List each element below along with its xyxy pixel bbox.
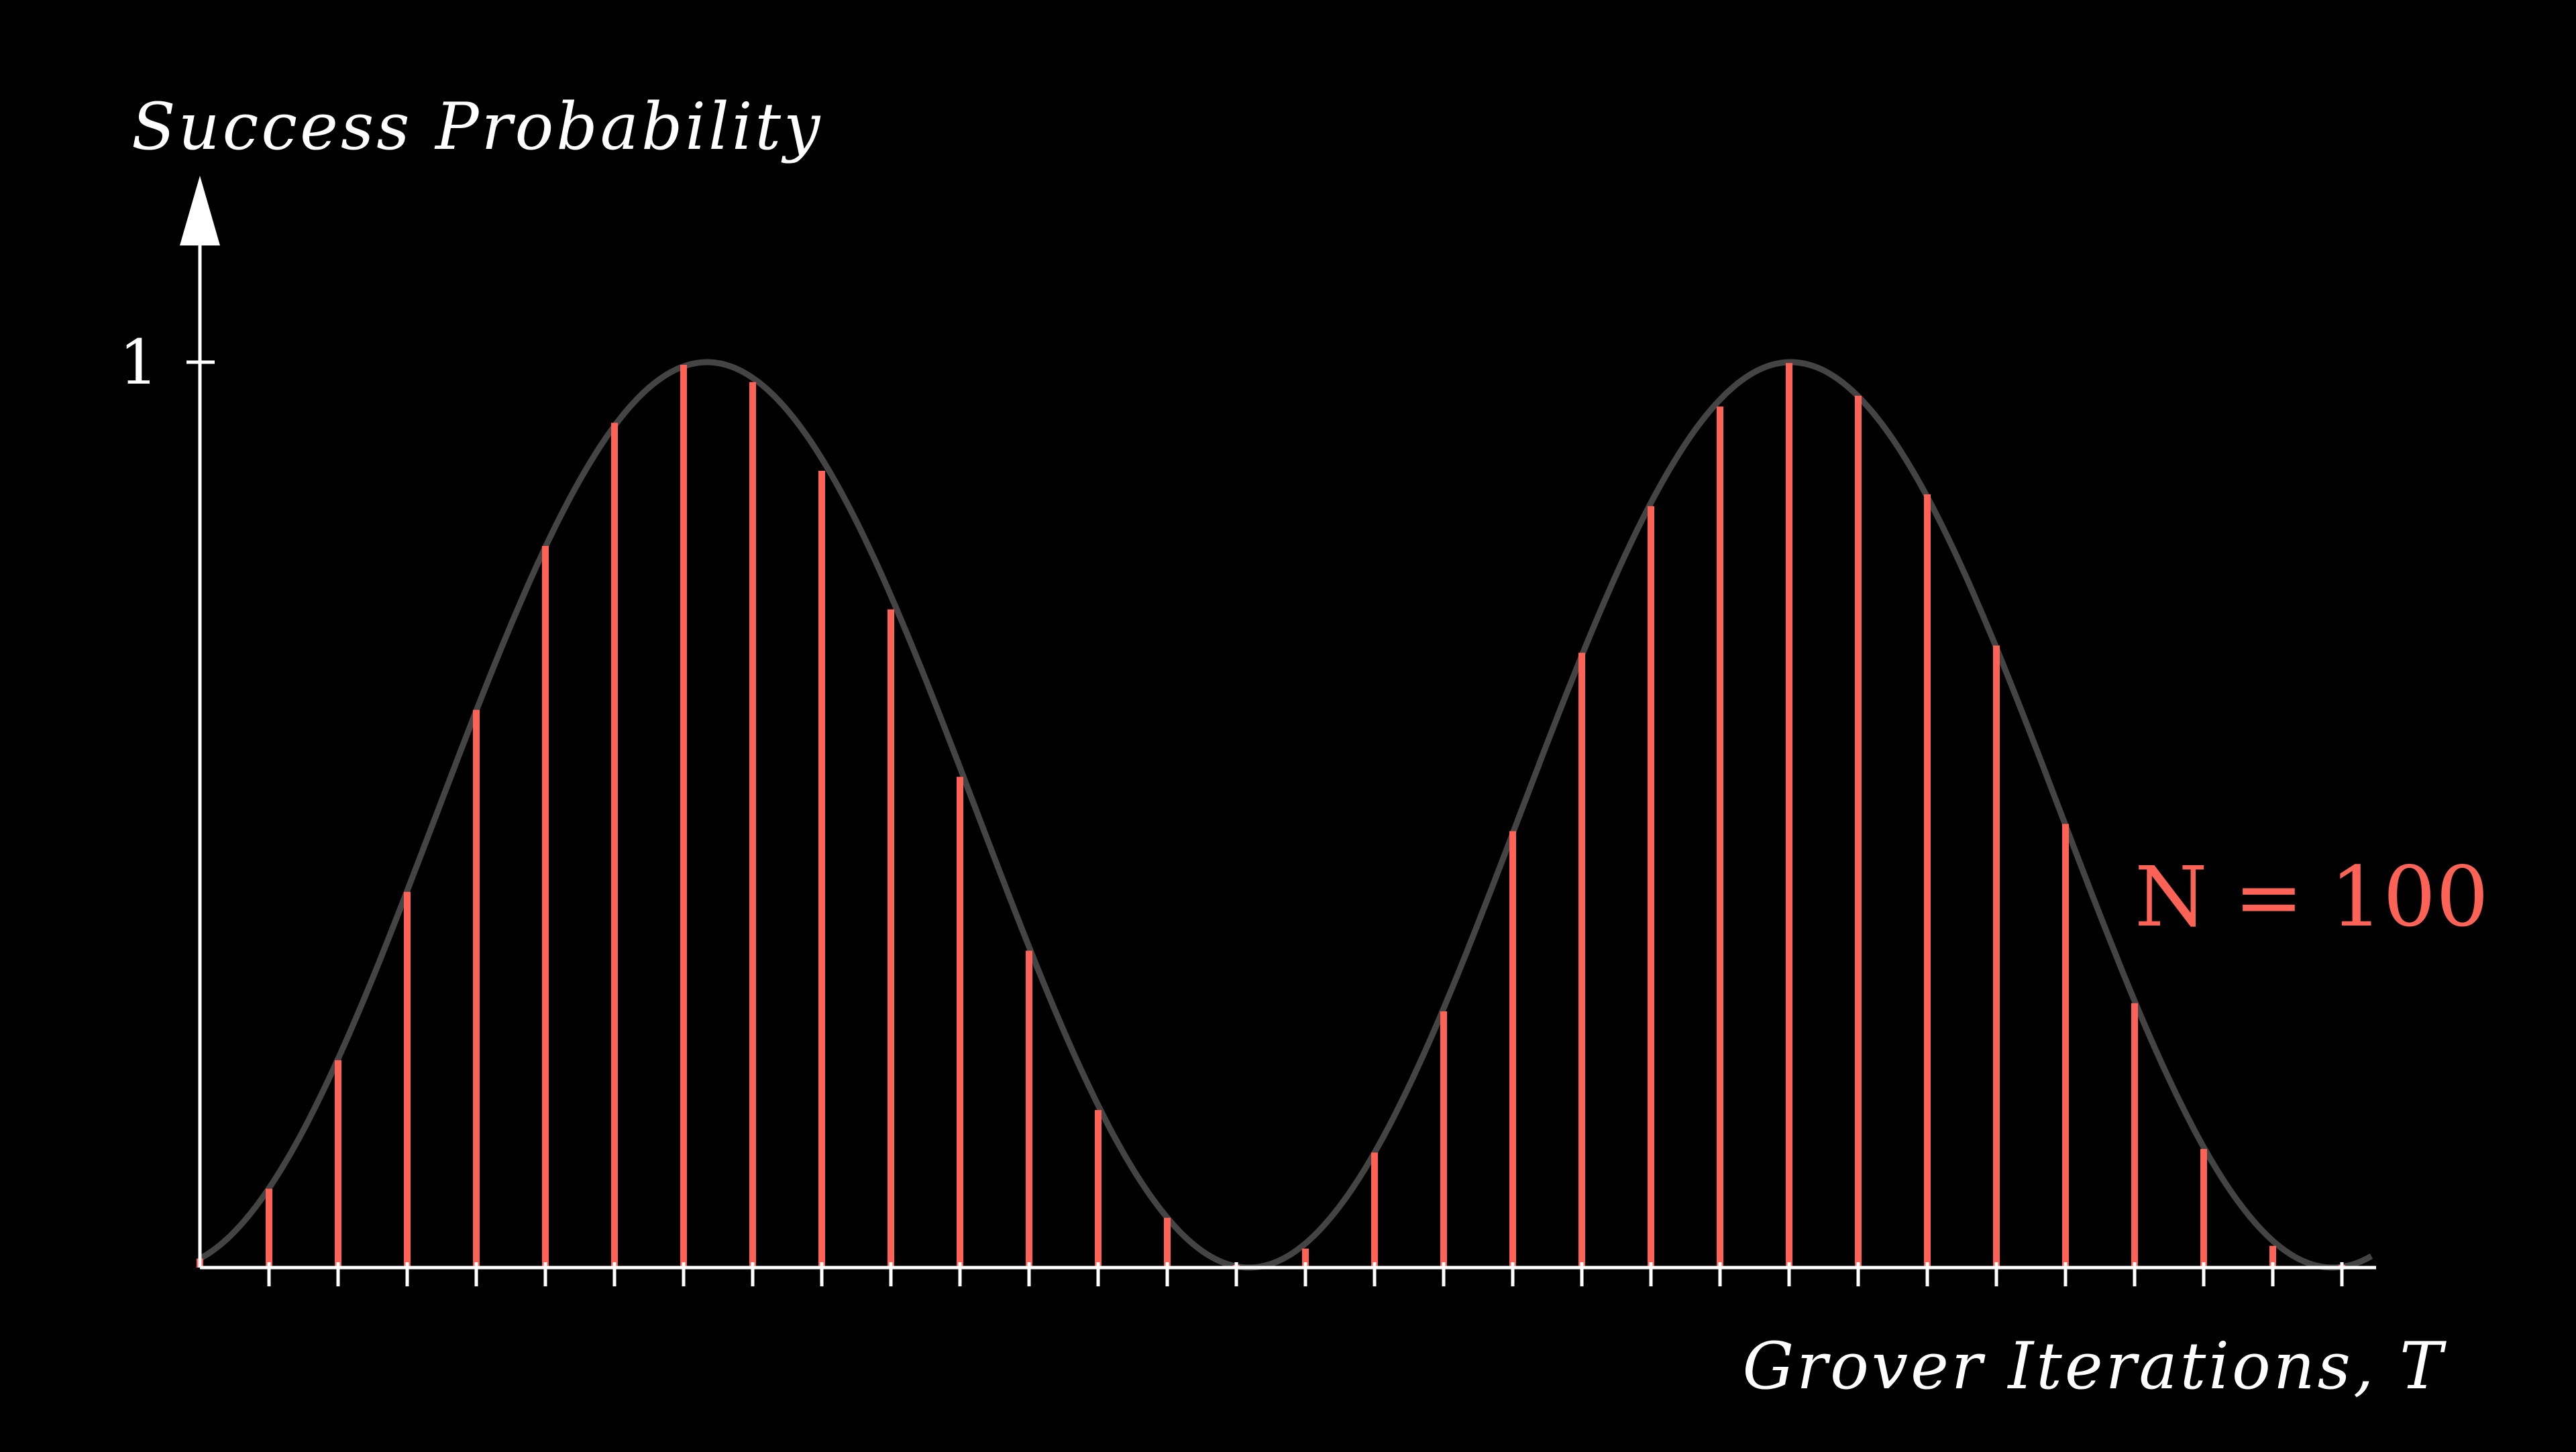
stem-bar (1509, 831, 1516, 1268)
stems-layer (197, 363, 2345, 1268)
axes: 1 (119, 176, 2376, 1270)
probability-curve (198, 359, 2373, 1271)
stem-bar (473, 710, 480, 1268)
probability-curve-layer (198, 359, 2373, 1271)
stem-bar (2269, 1245, 2276, 1268)
stem-bar (1095, 1110, 1102, 1268)
stem-bar (2062, 824, 2069, 1268)
stem-bar (957, 777, 963, 1268)
y-tick-label-1: 1 (119, 327, 158, 398)
y-axis-title: Success Probability (131, 89, 822, 164)
stem-bar (404, 891, 411, 1268)
x-axis-title: Grover Iterations, T (1743, 1329, 2447, 1404)
stem-bar (1371, 1152, 1378, 1268)
stem-bar (1855, 396, 1862, 1268)
stem-bar (1993, 645, 2000, 1268)
stem-bar (1786, 363, 1792, 1268)
stem-bar (335, 1060, 341, 1268)
stem-bar (611, 423, 618, 1268)
stem-bar (2131, 1003, 2138, 1268)
stem-bar (1302, 1248, 1309, 1268)
stem-bar (1648, 506, 1654, 1268)
stem-bar (1440, 1011, 1447, 1268)
stem-bar (1164, 1217, 1171, 1268)
stem-bar (680, 365, 687, 1268)
stem-bar (818, 471, 825, 1268)
stem-bar (1717, 406, 1723, 1268)
stem-bar (1026, 950, 1032, 1268)
stem-bar (2200, 1149, 2207, 1268)
stem-bar (266, 1188, 272, 1268)
stem-bar (1578, 653, 1585, 1268)
stem-bar (542, 546, 549, 1268)
series-label: N = 100 (2135, 849, 2489, 946)
y-axis-arrow-icon (180, 176, 220, 245)
stem-bar (749, 382, 756, 1268)
stem-bar (1924, 494, 1931, 1268)
x-ticks-layer (267, 1262, 2344, 1286)
stem-bar (888, 609, 894, 1268)
